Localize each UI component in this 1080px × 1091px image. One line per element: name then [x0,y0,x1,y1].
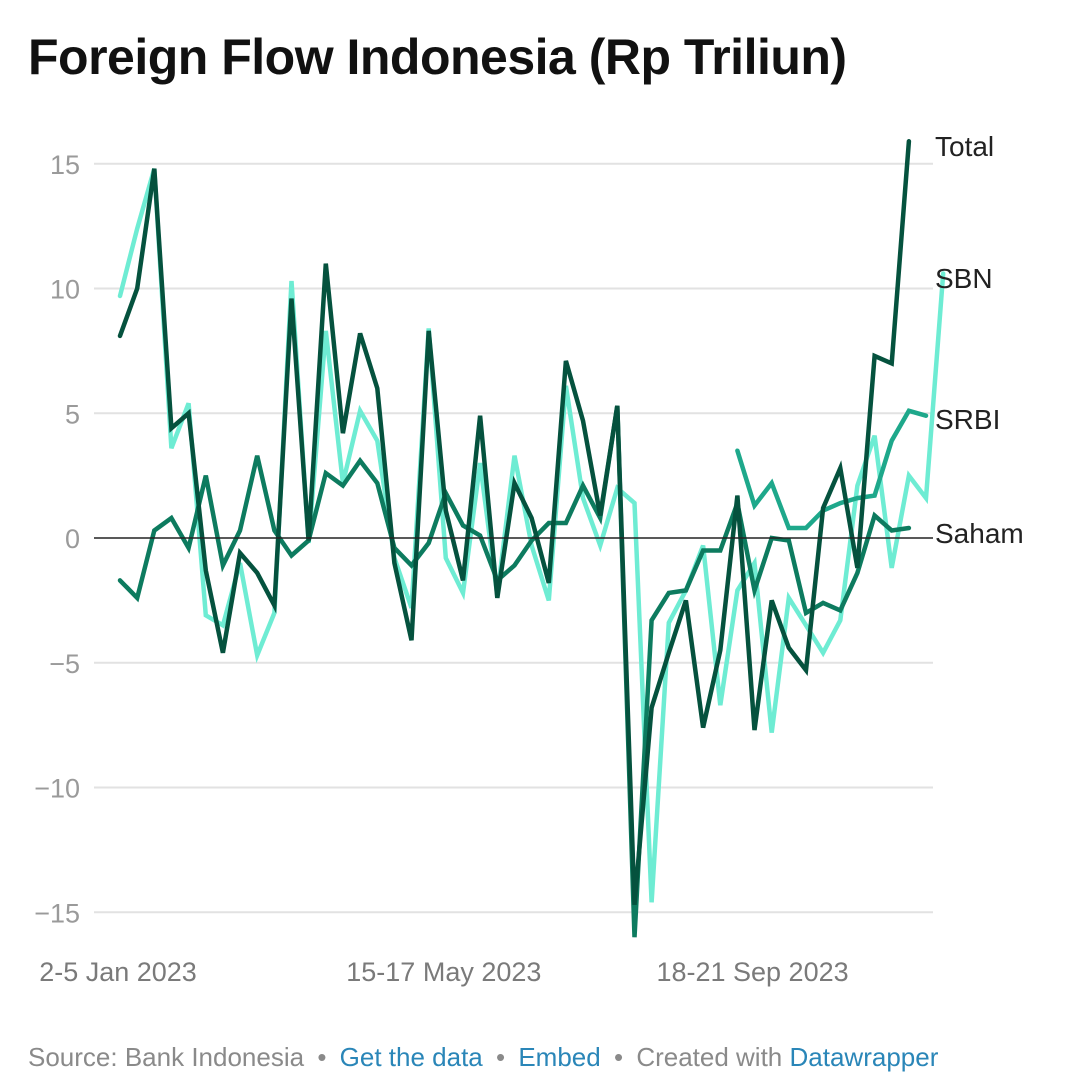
y-tick-label: −15 [34,898,80,928]
source-note: Source: Bank Indonesia [28,1042,305,1072]
y-tick-label: 5 [65,399,80,429]
chart-footer: Source: Bank Indonesia • Get the data • … [28,1042,938,1073]
series-line-srbi [735,408,929,531]
datawrapper-link[interactable]: Datawrapper [789,1042,939,1072]
x-tick-label: 15-17 May 2023 [346,957,541,987]
y-tick-label: 0 [65,524,80,554]
x-tick-label: 18-21 Sep 2023 [656,957,848,987]
footer-separator: • [496,1042,506,1072]
series-line-saham [117,405,912,938]
series-label-sbn: SBN [935,263,993,294]
footer-separator: • [613,1042,624,1072]
get-the-data-link[interactable]: Get the data [339,1042,483,1072]
x-tick-label: 2-5 Jan 2023 [39,957,197,987]
series-line-sbn [117,168,946,903]
series-label-saham: Saham [935,518,1024,549]
footer-separator: • [317,1042,327,1072]
line-chart: 15 10 5 0 −5 −10 −15 2-5 Jan 2023 15-17 May 2023… [34,131,1024,987]
chart-title: Foreign Flow Indonesia (Rp Triliun) [28,29,847,85]
series-line-total [117,139,912,905]
y-tick-label: 15 [50,150,80,180]
y-tick-label: −5 [49,649,80,679]
y-tick-label: −10 [34,774,80,804]
y-tick-label: 10 [50,275,80,305]
series-label-srbi: SRBI [935,404,1000,435]
series-label-total: Total [935,131,994,162]
embed-link[interactable]: Embed [518,1042,601,1072]
created-with-text: Created with [636,1042,783,1072]
